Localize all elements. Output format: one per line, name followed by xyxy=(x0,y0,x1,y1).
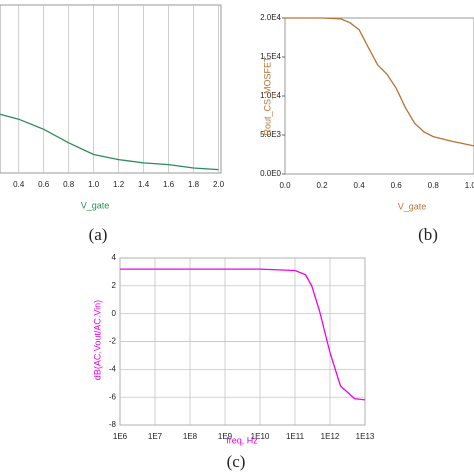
plot-area xyxy=(284,17,474,175)
data-line xyxy=(120,268,366,401)
y-tick-label: 0.0E0 xyxy=(260,169,281,178)
data-line xyxy=(285,17,474,147)
x-tick-label: 1E12 xyxy=(321,432,340,441)
x-axis-label: V_gate xyxy=(81,200,110,210)
x-tick-label: 1.2 xyxy=(113,180,125,189)
y-axis-label: dB(AC.Vout/AC.Vin) xyxy=(92,300,102,380)
y-tick-label: 0 xyxy=(112,309,117,318)
x-tick-label: 0.6 xyxy=(391,181,403,190)
x-tick-label: 0.0 xyxy=(279,181,291,190)
y-tick-label: 2.0E4 xyxy=(260,13,281,22)
x-tick-label: 0.6 xyxy=(38,180,50,189)
x-axis-label: freq, Hz xyxy=(226,435,258,445)
x-axis-label: V_gate xyxy=(398,201,427,211)
plot-area xyxy=(0,4,222,174)
y-tick-label: 1.5E4 xyxy=(260,52,281,61)
x-tick-label: 2.0 xyxy=(213,180,225,189)
x-tick-label: 1E6 xyxy=(113,432,128,441)
caption: (b) xyxy=(418,225,438,244)
y-tick-label: 1.0E4 xyxy=(260,91,281,100)
x-tick-label: 0.2 xyxy=(316,181,328,190)
y-tick-label: 4 xyxy=(112,253,117,262)
x-tick-label: 1.0 xyxy=(465,181,474,190)
x-tick-label: 1.6 xyxy=(163,180,175,189)
y-axis-label: Rout_CS_MOSFET xyxy=(262,56,272,136)
y-tick-label: -4 xyxy=(109,364,117,373)
x-tick-label: 1.4 xyxy=(138,180,150,189)
y-tick-label: -6 xyxy=(109,392,117,401)
x-tick-label: 1E9 xyxy=(218,432,233,441)
x-tick-label: 1E13 xyxy=(356,432,375,441)
x-tick-label: 0.8 xyxy=(63,180,75,189)
x-tick-label: 0.4 xyxy=(13,180,25,189)
y-tick-label: 5.0E3 xyxy=(260,130,281,139)
caption: (a) xyxy=(89,225,108,244)
x-tick-label: 0.8 xyxy=(428,181,440,190)
y-tick-label: 2 xyxy=(112,281,117,290)
y-tick-label: -8 xyxy=(109,420,117,429)
x-tick-label: 1E10 xyxy=(251,432,270,441)
x-tick-label: 1.0 xyxy=(88,180,100,189)
x-tick-label: 1E8 xyxy=(183,432,198,441)
x-tick-label: 1E11 xyxy=(286,432,305,441)
x-tick-label: 1E7 xyxy=(148,432,163,441)
x-tick-label: 0.4 xyxy=(354,181,366,190)
y-tick-label: -2 xyxy=(109,337,117,346)
x-tick-label: 1.8 xyxy=(188,180,200,189)
caption: (c) xyxy=(227,452,246,471)
data-line xyxy=(0,113,219,171)
